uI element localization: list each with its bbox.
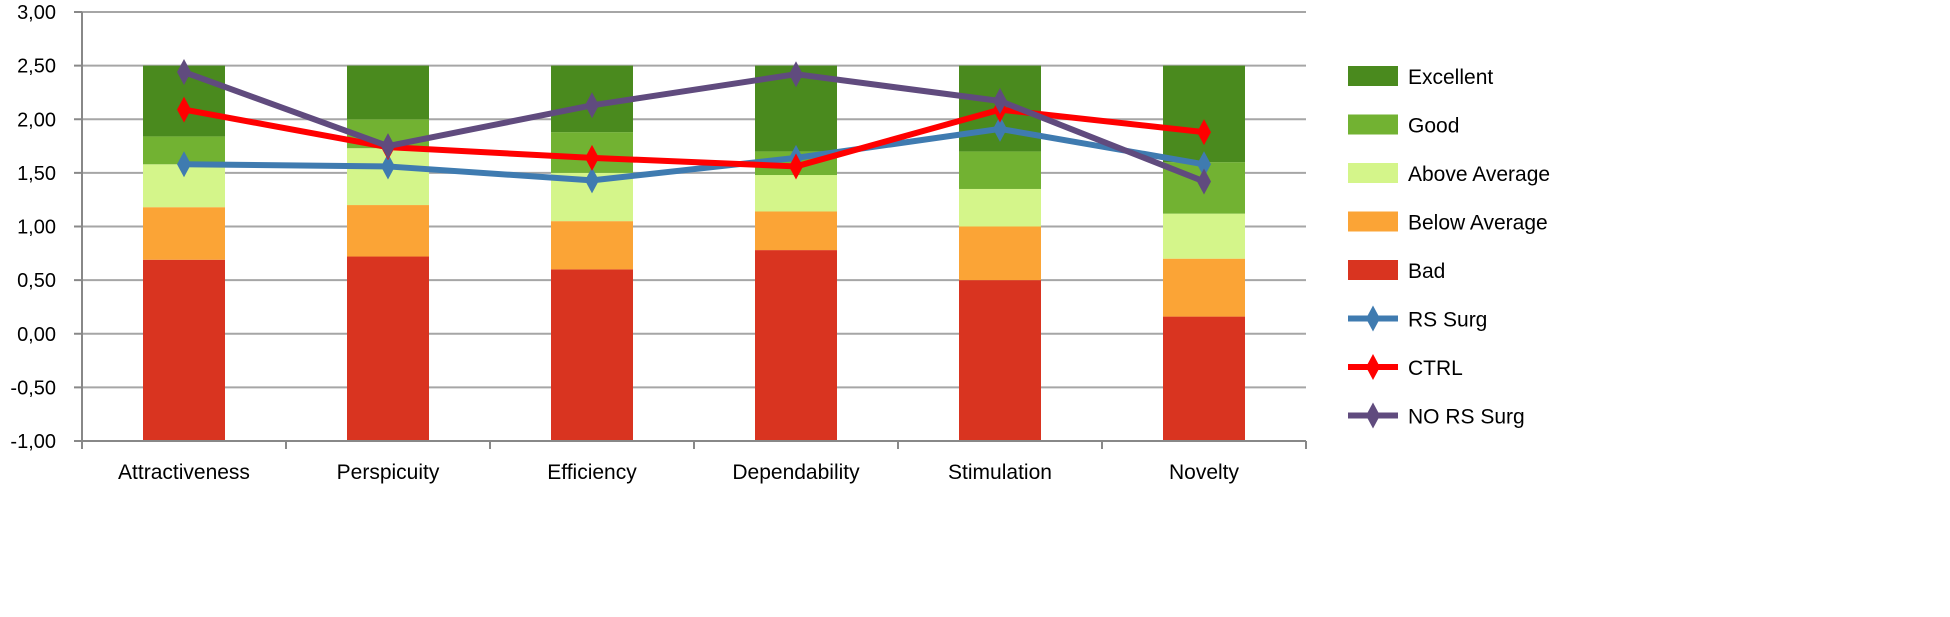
y-tick-label: 3,00: [17, 2, 56, 24]
y-tick-label: 0,50: [17, 270, 56, 292]
legend-marker-rs-surg: [1366, 305, 1380, 332]
bar-segment-excellent: [347, 65, 429, 120]
bar-segment-below-average: [551, 221, 633, 270]
bar-segment-above-average: [755, 175, 837, 212]
marker-no-rs-surg: [381, 133, 395, 160]
x-tick-label: Attractiveness: [118, 461, 250, 484]
bar-segment-below-average: [347, 205, 429, 257]
bar-segment-below-average: [755, 211, 837, 251]
bar-segment-below-average: [1163, 258, 1245, 317]
bar-segment-below-average: [959, 226, 1041, 281]
legend-label-good: Good: [1408, 115, 1459, 138]
y-tick-label: 1,00: [17, 217, 56, 239]
legend-swatch-good: [1348, 114, 1398, 135]
legend-swatch-below-average: [1348, 211, 1398, 232]
y-tick-label: 1,50: [17, 163, 56, 185]
marker-rs-surg: [585, 167, 599, 194]
marker-no-rs-surg: [993, 88, 1007, 115]
marker-rs-surg: [993, 115, 1007, 142]
bar-segment-below-average: [143, 207, 225, 260]
bar-segment-bad: [1163, 316, 1245, 441]
legend-marker-ctrl: [1366, 354, 1380, 380]
x-tick-label: Efficiency: [547, 461, 637, 484]
x-tick-label: Dependability: [732, 461, 860, 484]
x-tick-label: Novelty: [1169, 461, 1240, 484]
legend-swatch-excellent: [1348, 66, 1398, 86]
legend-swatch-bad: [1348, 260, 1398, 280]
legend-label-below-average: Below Average: [1408, 212, 1548, 235]
marker-no-rs-surg: [585, 92, 599, 119]
line-no-rs-surg: [182, 69, 1206, 185]
bar-segment-excellent: [1163, 65, 1245, 163]
marker-no-rs-surg: [177, 59, 191, 86]
bar-segment-bad: [755, 250, 837, 441]
marker-ctrl: [177, 96, 191, 123]
legend-label-excellent: Excellent: [1408, 66, 1493, 89]
bar-segment-bad: [143, 259, 225, 441]
legend-label-bad: Bad: [1408, 260, 1445, 283]
marker-ctrl: [789, 153, 803, 180]
marker-ctrl: [585, 144, 599, 171]
bar-segment-bad: [347, 256, 429, 441]
bar-segment-bad: [551, 269, 633, 441]
legend-label-ctrl: CTRL: [1408, 357, 1463, 380]
y-tick-label: 2,00: [17, 109, 56, 131]
legend-label-rs-surg: RS Surg: [1408, 309, 1487, 332]
marker-no-rs-surg: [789, 61, 803, 88]
marker-no-rs-surg: [1197, 168, 1211, 195]
marker-ctrl: [1197, 119, 1211, 146]
legend-label-no-rs-surg: NO RS Surg: [1408, 406, 1525, 429]
legend-swatch-above-average: [1348, 163, 1398, 183]
legend-label-above-average: Above Average: [1408, 163, 1550, 186]
y-tick-label: -1,00: [10, 431, 56, 453]
x-tick-label: Perspicuity: [337, 461, 440, 484]
y-tick-label: -0,50: [10, 377, 56, 399]
line-rs-surg: [183, 125, 1205, 184]
bar-segment-bad: [959, 280, 1041, 441]
marker-rs-surg: [381, 153, 395, 180]
marker-rs-surg: [177, 151, 191, 178]
bar-segment-above-average: [1163, 213, 1245, 259]
y-tick-label: 2,50: [17, 56, 56, 78]
marker-rs-surg: [1197, 151, 1211, 178]
legend-marker-no-rs-surg: [1366, 402, 1380, 429]
bar-segment-above-average: [959, 188, 1041, 227]
bar-segment-good: [959, 151, 1041, 189]
y-tick-label: 0,00: [17, 324, 56, 346]
x-tick-label: Stimulation: [948, 461, 1052, 484]
